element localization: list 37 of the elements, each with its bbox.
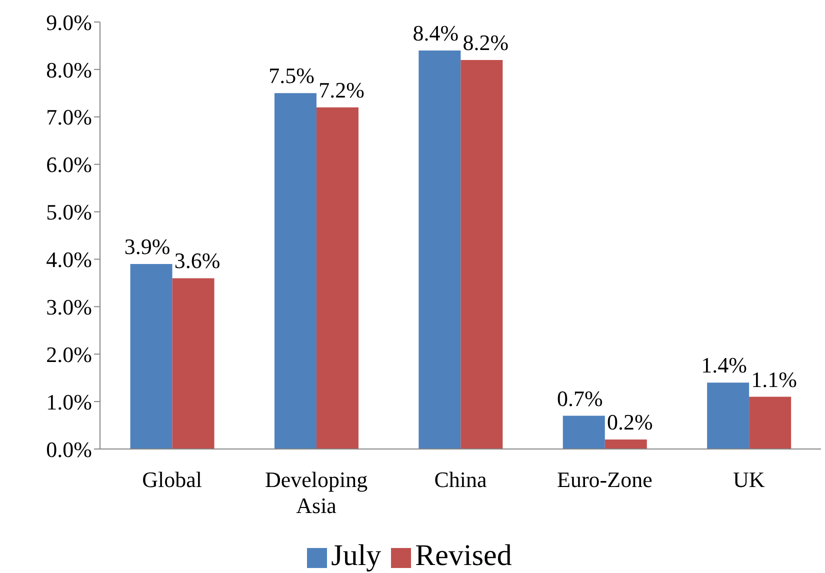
y-tick-label: 3.0% <box>46 294 92 320</box>
bar <box>316 107 358 449</box>
data-label: 1.1% <box>751 366 797 392</box>
bar <box>460 60 503 449</box>
y-tick-label: 1.0% <box>46 389 92 414</box>
y-tick-label: 2.0% <box>46 342 92 367</box>
bar <box>274 93 316 449</box>
y-tick-label: 0.0% <box>46 436 92 462</box>
y-tick-label: 4.0% <box>46 247 92 272</box>
bar <box>707 382 750 449</box>
data-label: 8.2% <box>462 30 509 55</box>
data-label: 3.9% <box>124 234 170 259</box>
bar <box>562 416 605 449</box>
data-label: 0.7% <box>556 386 603 411</box>
data-label: 7.5% <box>268 63 314 88</box>
x-tick-label: Global <box>142 467 202 492</box>
x-tick-label: China <box>434 467 488 492</box>
y-tick-label: 5.0% <box>46 200 92 225</box>
y-tick-label: 6.0% <box>46 152 92 178</box>
data-label: 7.2% <box>318 77 364 102</box>
legend-label: Revised <box>415 539 512 572</box>
bar <box>418 50 461 449</box>
legend-label: July <box>331 539 382 572</box>
x-tick-label: Euro-Zone <box>557 467 652 492</box>
y-tick-label: 7.0% <box>46 104 92 130</box>
bar <box>172 278 214 449</box>
x-tick-label: UK <box>733 467 765 492</box>
bar <box>130 264 172 449</box>
data-label: 8.4% <box>412 20 459 46</box>
x-tick-label: Developing Asia <box>264 467 368 518</box>
bar <box>604 440 647 449</box>
bar <box>749 396 792 449</box>
y-tick-label: 8.0% <box>46 57 92 82</box>
data-label: 0.2% <box>606 410 653 435</box>
data-label: 3.6% <box>174 248 220 274</box>
data-label: 1.4% <box>701 352 747 378</box>
y-tick-label: 9.0% <box>46 10 92 35</box>
